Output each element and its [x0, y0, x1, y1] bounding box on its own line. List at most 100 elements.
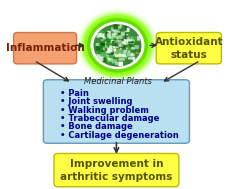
- FancyBboxPatch shape: [115, 44, 121, 46]
- FancyBboxPatch shape: [127, 36, 133, 41]
- FancyBboxPatch shape: [119, 45, 121, 47]
- FancyBboxPatch shape: [107, 31, 110, 36]
- FancyBboxPatch shape: [113, 46, 115, 48]
- FancyBboxPatch shape: [109, 45, 112, 48]
- FancyBboxPatch shape: [117, 49, 120, 54]
- FancyBboxPatch shape: [106, 44, 112, 48]
- FancyBboxPatch shape: [114, 54, 118, 57]
- FancyBboxPatch shape: [115, 44, 119, 47]
- FancyBboxPatch shape: [108, 53, 113, 55]
- FancyBboxPatch shape: [118, 53, 121, 56]
- FancyBboxPatch shape: [119, 54, 124, 56]
- FancyBboxPatch shape: [118, 46, 120, 50]
- FancyBboxPatch shape: [115, 55, 121, 58]
- FancyBboxPatch shape: [119, 57, 125, 60]
- Text: • Walking problem: • Walking problem: [60, 105, 149, 115]
- Text: • Trabecular damage: • Trabecular damage: [60, 114, 159, 123]
- FancyBboxPatch shape: [111, 39, 117, 41]
- FancyBboxPatch shape: [119, 35, 122, 37]
- FancyBboxPatch shape: [96, 49, 102, 54]
- FancyBboxPatch shape: [101, 52, 107, 56]
- Text: Inflammation: Inflammation: [6, 43, 85, 53]
- FancyBboxPatch shape: [112, 43, 118, 47]
- FancyBboxPatch shape: [114, 43, 118, 46]
- Circle shape: [93, 24, 142, 67]
- FancyBboxPatch shape: [110, 36, 115, 41]
- FancyBboxPatch shape: [123, 53, 126, 55]
- FancyBboxPatch shape: [120, 44, 122, 47]
- FancyBboxPatch shape: [117, 39, 118, 42]
- Text: Antioxidant
status: Antioxidant status: [155, 37, 223, 60]
- FancyBboxPatch shape: [111, 43, 116, 46]
- FancyBboxPatch shape: [112, 34, 116, 38]
- FancyBboxPatch shape: [118, 42, 120, 47]
- FancyBboxPatch shape: [117, 30, 122, 34]
- FancyBboxPatch shape: [100, 31, 103, 33]
- FancyBboxPatch shape: [122, 41, 126, 44]
- FancyBboxPatch shape: [123, 53, 129, 57]
- FancyBboxPatch shape: [120, 51, 125, 53]
- FancyBboxPatch shape: [126, 39, 130, 43]
- FancyBboxPatch shape: [106, 32, 109, 34]
- FancyBboxPatch shape: [114, 41, 117, 43]
- FancyBboxPatch shape: [114, 39, 118, 42]
- FancyBboxPatch shape: [106, 55, 109, 60]
- FancyBboxPatch shape: [113, 43, 117, 47]
- FancyBboxPatch shape: [114, 30, 120, 33]
- FancyBboxPatch shape: [127, 39, 131, 42]
- FancyBboxPatch shape: [101, 44, 105, 48]
- FancyBboxPatch shape: [156, 33, 221, 64]
- FancyBboxPatch shape: [121, 54, 126, 57]
- FancyBboxPatch shape: [99, 48, 104, 52]
- FancyBboxPatch shape: [115, 47, 117, 51]
- FancyBboxPatch shape: [43, 80, 189, 143]
- FancyBboxPatch shape: [114, 44, 119, 47]
- FancyBboxPatch shape: [14, 33, 76, 64]
- FancyBboxPatch shape: [128, 37, 131, 40]
- FancyBboxPatch shape: [125, 28, 130, 32]
- FancyBboxPatch shape: [120, 45, 124, 49]
- FancyBboxPatch shape: [112, 46, 115, 48]
- FancyBboxPatch shape: [112, 42, 118, 47]
- FancyBboxPatch shape: [111, 33, 115, 38]
- FancyBboxPatch shape: [108, 58, 113, 60]
- FancyBboxPatch shape: [95, 44, 98, 47]
- Text: Improvement in
arthritic symptoms: Improvement in arthritic symptoms: [60, 159, 173, 181]
- FancyBboxPatch shape: [119, 44, 123, 46]
- FancyBboxPatch shape: [102, 33, 105, 38]
- FancyBboxPatch shape: [54, 153, 179, 187]
- FancyBboxPatch shape: [119, 46, 122, 50]
- FancyBboxPatch shape: [129, 39, 132, 42]
- FancyBboxPatch shape: [118, 43, 121, 45]
- FancyBboxPatch shape: [131, 47, 135, 50]
- FancyBboxPatch shape: [108, 31, 111, 33]
- FancyBboxPatch shape: [96, 54, 103, 57]
- FancyBboxPatch shape: [117, 44, 120, 47]
- FancyBboxPatch shape: [117, 24, 122, 28]
- FancyBboxPatch shape: [121, 42, 126, 45]
- FancyBboxPatch shape: [115, 41, 120, 45]
- FancyBboxPatch shape: [114, 38, 119, 42]
- FancyBboxPatch shape: [98, 54, 101, 59]
- FancyBboxPatch shape: [109, 36, 113, 39]
- FancyBboxPatch shape: [124, 26, 127, 31]
- FancyBboxPatch shape: [115, 44, 120, 47]
- FancyBboxPatch shape: [131, 53, 135, 57]
- FancyBboxPatch shape: [132, 50, 134, 52]
- FancyBboxPatch shape: [122, 55, 125, 57]
- FancyBboxPatch shape: [110, 49, 114, 54]
- FancyBboxPatch shape: [112, 59, 117, 64]
- FancyBboxPatch shape: [118, 43, 123, 46]
- FancyBboxPatch shape: [112, 45, 117, 49]
- Text: • Joint swelling: • Joint swelling: [60, 97, 132, 106]
- FancyBboxPatch shape: [117, 35, 119, 38]
- FancyBboxPatch shape: [117, 44, 123, 47]
- FancyBboxPatch shape: [124, 53, 128, 58]
- FancyBboxPatch shape: [104, 44, 108, 48]
- FancyBboxPatch shape: [118, 43, 120, 47]
- Circle shape: [89, 20, 146, 71]
- FancyBboxPatch shape: [128, 39, 134, 43]
- FancyBboxPatch shape: [132, 40, 135, 42]
- FancyBboxPatch shape: [113, 56, 117, 59]
- FancyBboxPatch shape: [118, 58, 123, 61]
